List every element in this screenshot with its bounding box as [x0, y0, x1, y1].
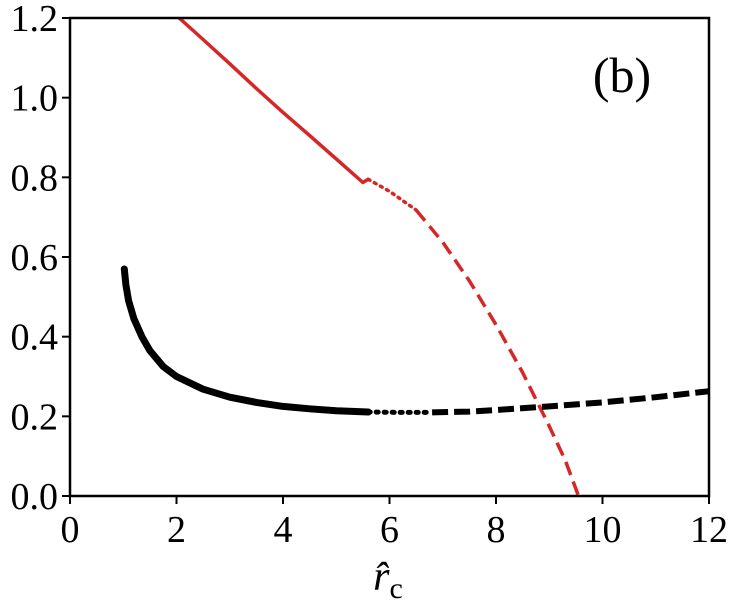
y-tick-label: 1.2 [11, 0, 59, 40]
x-tick-label: 12 [690, 509, 728, 551]
series-layer [120, 18, 709, 496]
red-curve-dotted-segment [366, 177, 418, 212]
red-curve-dashed-segment [414, 208, 581, 496]
y-tick-label: 0.4 [11, 317, 59, 359]
y-tick-label: 1.0 [11, 78, 59, 120]
y-tick-label: 0.0 [11, 476, 59, 518]
black-curve-dashed-segment [432, 388, 709, 416]
x-axis: 0 2 4 6 8 10 12 [61, 496, 728, 551]
x-axis-label: r̂c [373, 554, 403, 605]
x-tick-label: 2 [167, 509, 186, 551]
y-tick-label: 0.6 [11, 237, 59, 279]
y-axis: 0.0 0.2 0.4 0.6 0.8 1.0 1.2 [11, 0, 70, 518]
x-axis-label-subscript: c [390, 572, 403, 605]
y-tick-label: 0.8 [11, 157, 59, 199]
y-tick-label: 0.2 [11, 396, 59, 438]
x-tick-label: 4 [274, 509, 293, 551]
x-tick-label: 6 [380, 509, 399, 551]
black-curve-solid-segment [120, 265, 372, 416]
x-tick-label: 8 [487, 509, 506, 551]
x-axis-label-main: r̂ [373, 554, 390, 600]
panel-label: (b) [593, 47, 651, 103]
red-curve-solid-segment [177, 18, 370, 185]
x-tick-label: 0 [61, 509, 80, 551]
x-tick-label: 10 [584, 509, 622, 551]
